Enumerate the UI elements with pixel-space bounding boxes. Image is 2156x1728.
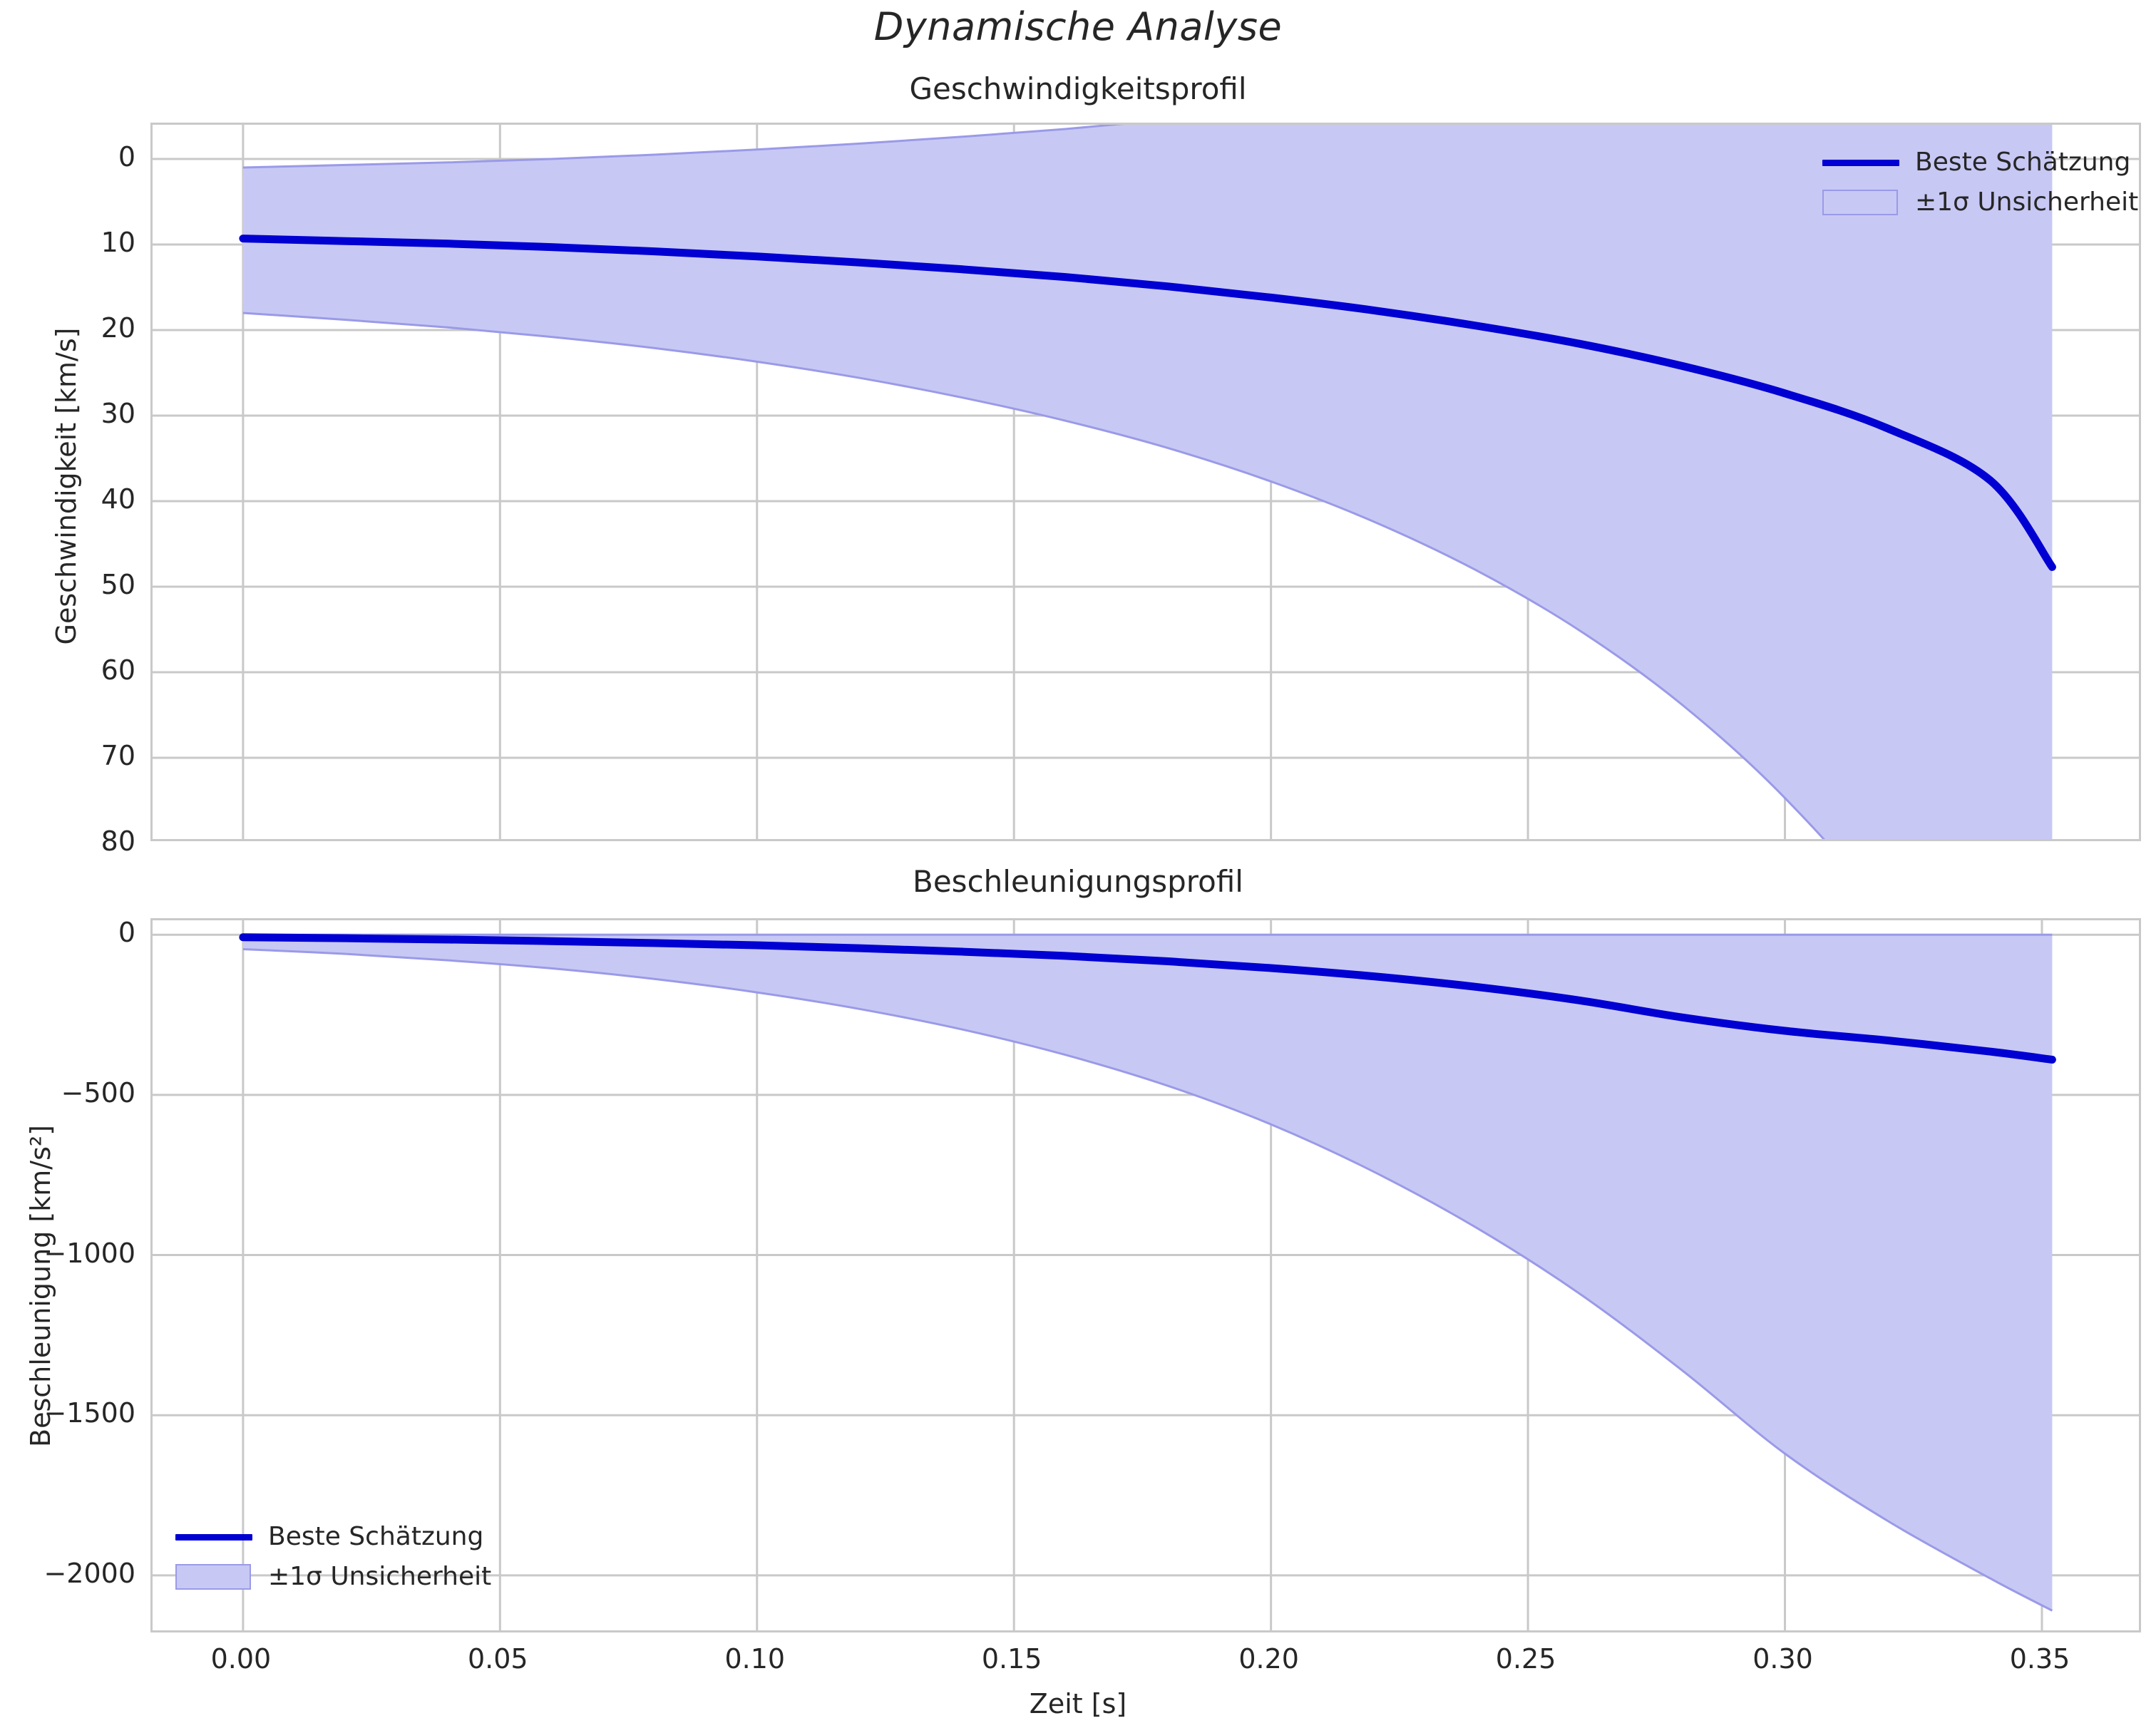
x-tick-label: 0.00	[210, 1643, 272, 1675]
legend-row-band: ±1σ Unsicherheit	[1822, 182, 2138, 222]
legend-band-label: ±1σ Unsicherheit	[268, 1562, 492, 1591]
velocity-plot-title: Geschwindigkeitsprofil	[909, 71, 1247, 106]
legend-row-line: Beste Schätzung	[175, 1517, 491, 1557]
legend-line-swatch	[175, 1521, 252, 1553]
y-tick-label: −500	[61, 1076, 135, 1109]
band-patch-icon	[175, 1564, 251, 1590]
acceleration-uncertainty-band	[242, 935, 2053, 1611]
acceleration-band-lower-edge	[242, 947, 2053, 1612]
legend-line-label: Beste Schätzung	[268, 1522, 484, 1551]
velocity-legend: Beste Schätzung ±1σ Unsicherheit	[1811, 135, 2150, 231]
acceleration-y-axis-label: Beschleunigung [km/s²]	[25, 1125, 56, 1447]
velocity-plot-axes	[150, 123, 2141, 841]
velocity-uncertainty-band	[242, 125, 2053, 839]
legend-band-swatch	[1822, 187, 1899, 218]
x-axis-label: Zeit [s]	[1029, 1688, 1127, 1719]
legend-line-swatch	[1822, 147, 1899, 178]
y-tick-label: −2000	[43, 1557, 135, 1589]
x-tick-label: 0.20	[1238, 1643, 1299, 1675]
x-tick-label: 0.30	[1752, 1643, 1813, 1675]
y-tick-label: 80	[101, 826, 135, 857]
x-tick-label: 0.10	[724, 1643, 786, 1675]
y-tick-label: 0	[118, 141, 135, 173]
acceleration-best-estimate-line	[239, 933, 2056, 1064]
x-tick-label: 0.35	[2009, 1643, 2070, 1675]
blue-line-icon	[1822, 160, 1899, 166]
legend-row-band: ±1σ Unsicherheit	[175, 1557, 491, 1597]
y-tick-label: 60	[101, 654, 135, 686]
y-tick-label: 70	[101, 740, 135, 771]
legend-row-line: Beste Schätzung	[1822, 143, 2138, 182]
y-tick-label: 40	[101, 483, 135, 515]
x-tick-label: 0.05	[467, 1643, 528, 1675]
velocity-plot-canvas	[153, 125, 2139, 839]
y-tick-label: −1000	[43, 1237, 135, 1269]
acceleration-legend: Beste Schätzung ±1σ Unsicherheit	[164, 1510, 503, 1605]
blue-line-icon	[175, 1534, 252, 1541]
y-tick-label: 20	[101, 312, 135, 344]
y-tick-label: 10	[101, 227, 135, 258]
velocity-y-axis-label: Geschwindigkeit [km/s]	[51, 327, 82, 645]
acceleration-plot-axes	[150, 918, 2141, 1632]
velocity-band-lower-edge	[242, 312, 1825, 839]
y-tick-label: −1500	[43, 1397, 135, 1429]
y-tick-label: 0	[118, 917, 135, 949]
velocity-best-estimate-line	[239, 235, 2056, 571]
y-tick-label: 50	[101, 569, 135, 600]
band-patch-icon	[1822, 190, 1898, 215]
acceleration-plot-canvas	[153, 920, 2139, 1630]
x-tick-label: 0.25	[1495, 1643, 1556, 1675]
y-tick-label: 30	[101, 398, 135, 429]
legend-band-swatch	[175, 1561, 252, 1593]
velocity-band-upper-edge	[242, 125, 1126, 169]
acceleration-plot-title: Beschleunigungsprofil	[913, 864, 1243, 899]
legend-line-label: Beste Schätzung	[1915, 148, 2131, 177]
legend-band-label: ±1σ Unsicherheit	[1915, 187, 2139, 217]
x-tick-label: 0.15	[981, 1643, 1042, 1675]
figure-suptitle: Dynamische Analyse	[873, 4, 1283, 49]
